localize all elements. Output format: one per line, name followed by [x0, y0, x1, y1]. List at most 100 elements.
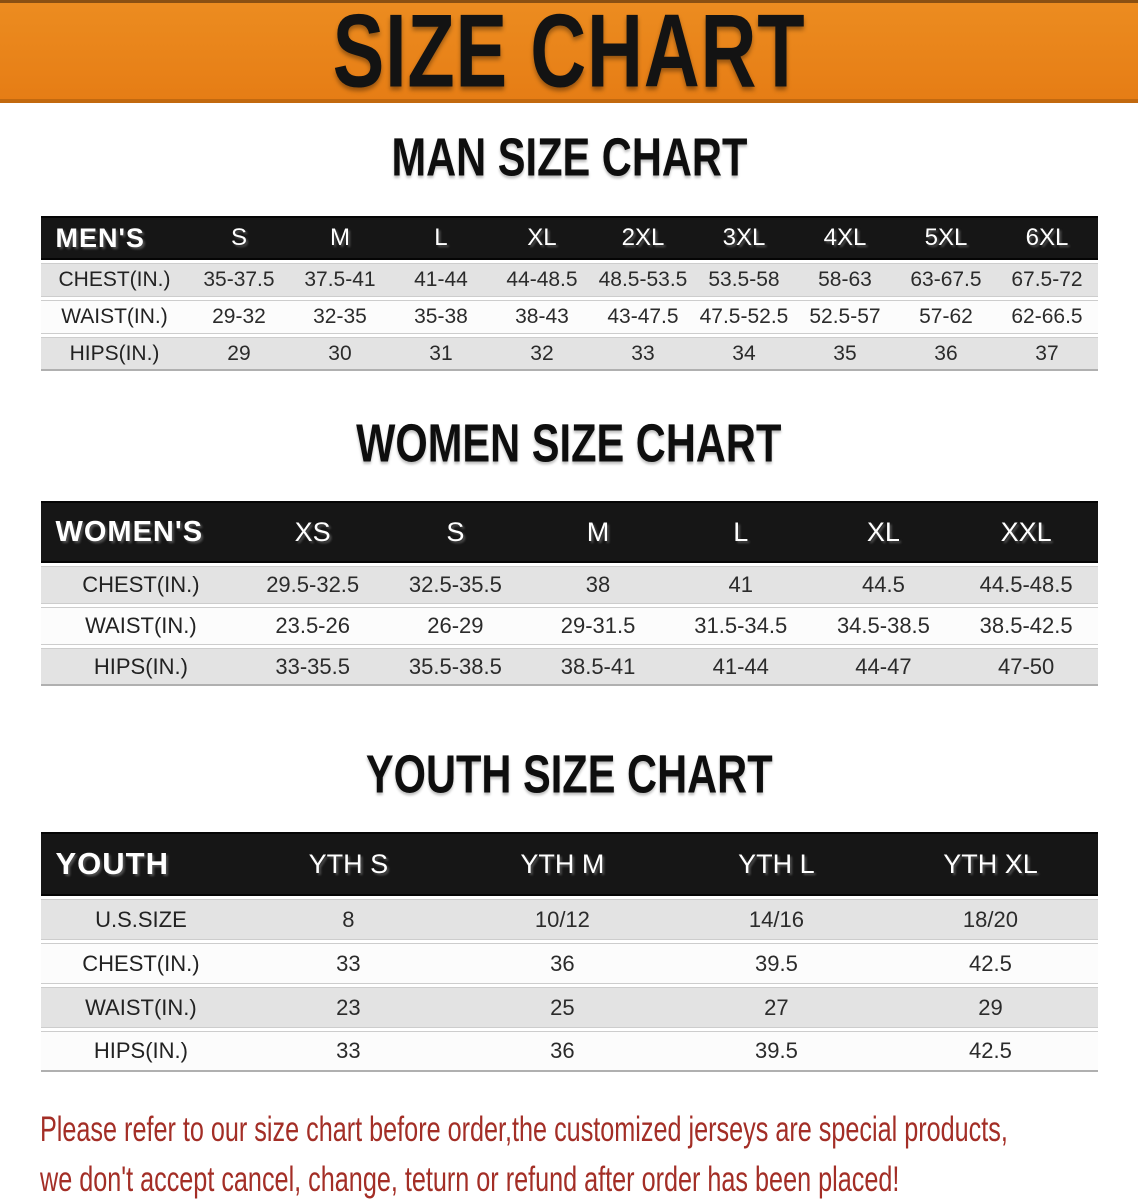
men-size-value: 30	[289, 337, 391, 371]
men-size-value: 35-37.5	[188, 263, 290, 297]
men-size-value: 47.5-52.5	[693, 300, 795, 334]
youth-size-value: 23	[241, 987, 456, 1028]
youth-table-row: HIPS(IN.) 33 36 39.5 42.5	[40, 1031, 1098, 1072]
youth-size-value: 8	[241, 899, 456, 940]
size-chart-sections: MAN SIZE CHART MEN'S S M L XL 2XL 3XL 4XL 5XL 6XL C…	[0, 128, 1138, 1075]
women-size-value: 29.5-32.5	[241, 566, 385, 604]
men-size-value: 36	[895, 337, 997, 371]
men-size-value: 29	[188, 337, 290, 371]
men-size-table: MEN'S S M L XL 2XL 3XL 4XL 5XL 6XL CHEST(IN.) 35-37…	[40, 213, 1098, 374]
women-size-value: 41	[669, 566, 813, 604]
women-size-value: 29-31.5	[526, 607, 670, 645]
men-table-row: WAIST(IN.) 29-32 32-35 35-38 38-43 43-47.5 47.…	[40, 300, 1098, 334]
men-size-column-header: 6XL	[996, 216, 1098, 260]
youth-section-heading: YOUTH SIZE CHART	[0, 745, 1138, 805]
men-size-column-header: M	[289, 216, 391, 260]
youth-group-label: YOUTH	[40, 832, 242, 896]
women-group-label: WOMEN'S	[40, 501, 242, 563]
women-size-value: 34.5-38.5	[812, 607, 955, 645]
men-size-value: 58-63	[794, 263, 896, 297]
men-group-label: MEN'S	[40, 216, 189, 260]
youth-size-column-header: YTH XL	[883, 832, 1098, 896]
men-size-value: 34	[693, 337, 795, 371]
women-table-row: CHEST(IN.) 29.5-32.5 32.5-35.5 38 41 44.5 44.5…	[40, 566, 1098, 604]
youth-size-value: 29	[883, 987, 1098, 1028]
youth-size-column-header: YTH M	[455, 832, 670, 896]
women-row-label: CHEST(IN.)	[40, 566, 242, 604]
men-size-value: 37.5-41	[289, 263, 391, 297]
men-row-label: HIPS(IN.)	[40, 337, 189, 371]
youth-size-value: 27	[669, 987, 884, 1028]
men-size-value: 32-35	[289, 300, 391, 334]
youth-row-label: HIPS(IN.)	[40, 1031, 242, 1072]
men-section-heading: MAN SIZE CHART	[0, 128, 1138, 188]
women-section-heading: WOMEN SIZE CHART	[0, 414, 1138, 474]
men-size-value: 63-67.5	[895, 263, 997, 297]
men-size-column-header: XL	[491, 216, 593, 260]
women-size-value: 23.5-26	[241, 607, 385, 645]
men-size-column-header: 5XL	[895, 216, 997, 260]
women-row-label: HIPS(IN.)	[40, 648, 242, 686]
men-section-heading-text: MAN SIZE CHART	[391, 127, 747, 189]
women-table-row: WAIST(IN.) 23.5-26 26-29 29-31.5 31.5-34.5 34…	[40, 607, 1098, 645]
women-size-value: 32.5-35.5	[384, 566, 527, 604]
women-size-table: WOMEN'S XS S M L XL XXL CHEST(IN.) 29.5-32.5 32.5…	[40, 498, 1098, 689]
women-size-value: 31.5-34.5	[669, 607, 813, 645]
men-size-value: 32	[491, 337, 593, 371]
youth-section-heading-text: YOUTH SIZE CHART	[365, 744, 773, 806]
women-size-value: 33-35.5	[241, 648, 385, 686]
size-section-women: WOMEN SIZE CHART WOMEN'S XS S M L XL XXL CHEST(I…	[0, 414, 1138, 689]
women-size-column-header: M	[526, 501, 670, 563]
men-size-value: 43-47.5	[592, 300, 694, 334]
youth-table-row: U.S.SIZE 8 10/12 14/16 18/20	[40, 899, 1098, 940]
size-section-men: MAN SIZE CHART MEN'S S M L XL 2XL 3XL 4XL 5XL 6XL C…	[0, 128, 1138, 374]
men-size-column-header: 3XL	[693, 216, 795, 260]
women-size-value: 41-44	[669, 648, 813, 686]
women-size-value: 38.5-41	[526, 648, 670, 686]
women-size-column-header: L	[669, 501, 813, 563]
men-size-value: 52.5-57	[794, 300, 896, 334]
youth-size-value: 14/16	[669, 899, 884, 940]
women-size-value: 44.5-48.5	[954, 566, 1098, 604]
men-size-column-header: L	[390, 216, 492, 260]
disclaimer-line-1: Please refer to our size chart before or…	[40, 1110, 1008, 1149]
men-size-value: 38-43	[491, 300, 593, 334]
women-table-row: HIPS(IN.) 33-35.5 35.5-38.5 38.5-41 41-44 44-…	[40, 648, 1098, 686]
men-size-column-header: S	[188, 216, 290, 260]
disclaimer-text: Please refer to our size chart before or…	[40, 1105, 1120, 1204]
men-table-row: CHEST(IN.) 35-37.5 37.5-41 41-44 44-48.5 48.5…	[40, 263, 1098, 297]
men-size-value: 29-32	[188, 300, 290, 334]
youth-size-value: 36	[455, 943, 670, 984]
youth-row-label: U.S.SIZE	[40, 899, 242, 940]
youth-size-value: 39.5	[669, 1031, 884, 1072]
size-chart-banner: SIZE CHART	[0, 0, 1138, 103]
youth-size-value: 10/12	[455, 899, 670, 940]
youth-row-label: WAIST(IN.)	[40, 987, 242, 1028]
women-size-value: 47-50	[954, 648, 1098, 686]
women-section-heading-text: WOMEN SIZE CHART	[356, 413, 782, 475]
men-table-row: HIPS(IN.) 29 30 31 32 33 34 35 36 37	[40, 337, 1098, 371]
men-size-value: 67.5-72	[996, 263, 1098, 297]
men-size-value: 62-66.5	[996, 300, 1098, 334]
women-size-value: 38.5-42.5	[954, 607, 1098, 645]
women-row-label: WAIST(IN.)	[40, 607, 242, 645]
youth-size-value: 42.5	[883, 943, 1098, 984]
men-size-value: 35-38	[390, 300, 492, 334]
women-size-column-header: XL	[812, 501, 955, 563]
men-size-value: 48.5-53.5	[592, 263, 694, 297]
women-size-column-header: XXL	[954, 501, 1098, 563]
women-size-value: 35.5-38.5	[384, 648, 527, 686]
youth-size-value: 33	[241, 943, 456, 984]
size-section-youth: YOUTH SIZE CHART YOUTH YTH S YTH M YTH L YTH …	[0, 745, 1138, 1075]
women-size-value: 38	[526, 566, 670, 604]
men-size-value: 41-44	[390, 263, 492, 297]
women-size-value: 44-47	[812, 648, 955, 686]
page-title: SIZE CHART	[332, 0, 806, 110]
men-size-value: 44-48.5	[491, 263, 593, 297]
men-header-row: MEN'S S M L XL 2XL 3XL 4XL 5XL 6XL	[40, 216, 1098, 260]
youth-size-value: 25	[455, 987, 670, 1028]
youth-table-row: WAIST(IN.) 23 25 27 29	[40, 987, 1098, 1028]
women-size-column-header: XS	[241, 501, 385, 563]
youth-size-table: YOUTH YTH S YTH M YTH L YTH XL U.S.SIZE 8 10/12…	[40, 829, 1098, 1075]
disclaimer-line-2: we don't accept cancel, change, teturn o…	[40, 1159, 900, 1199]
